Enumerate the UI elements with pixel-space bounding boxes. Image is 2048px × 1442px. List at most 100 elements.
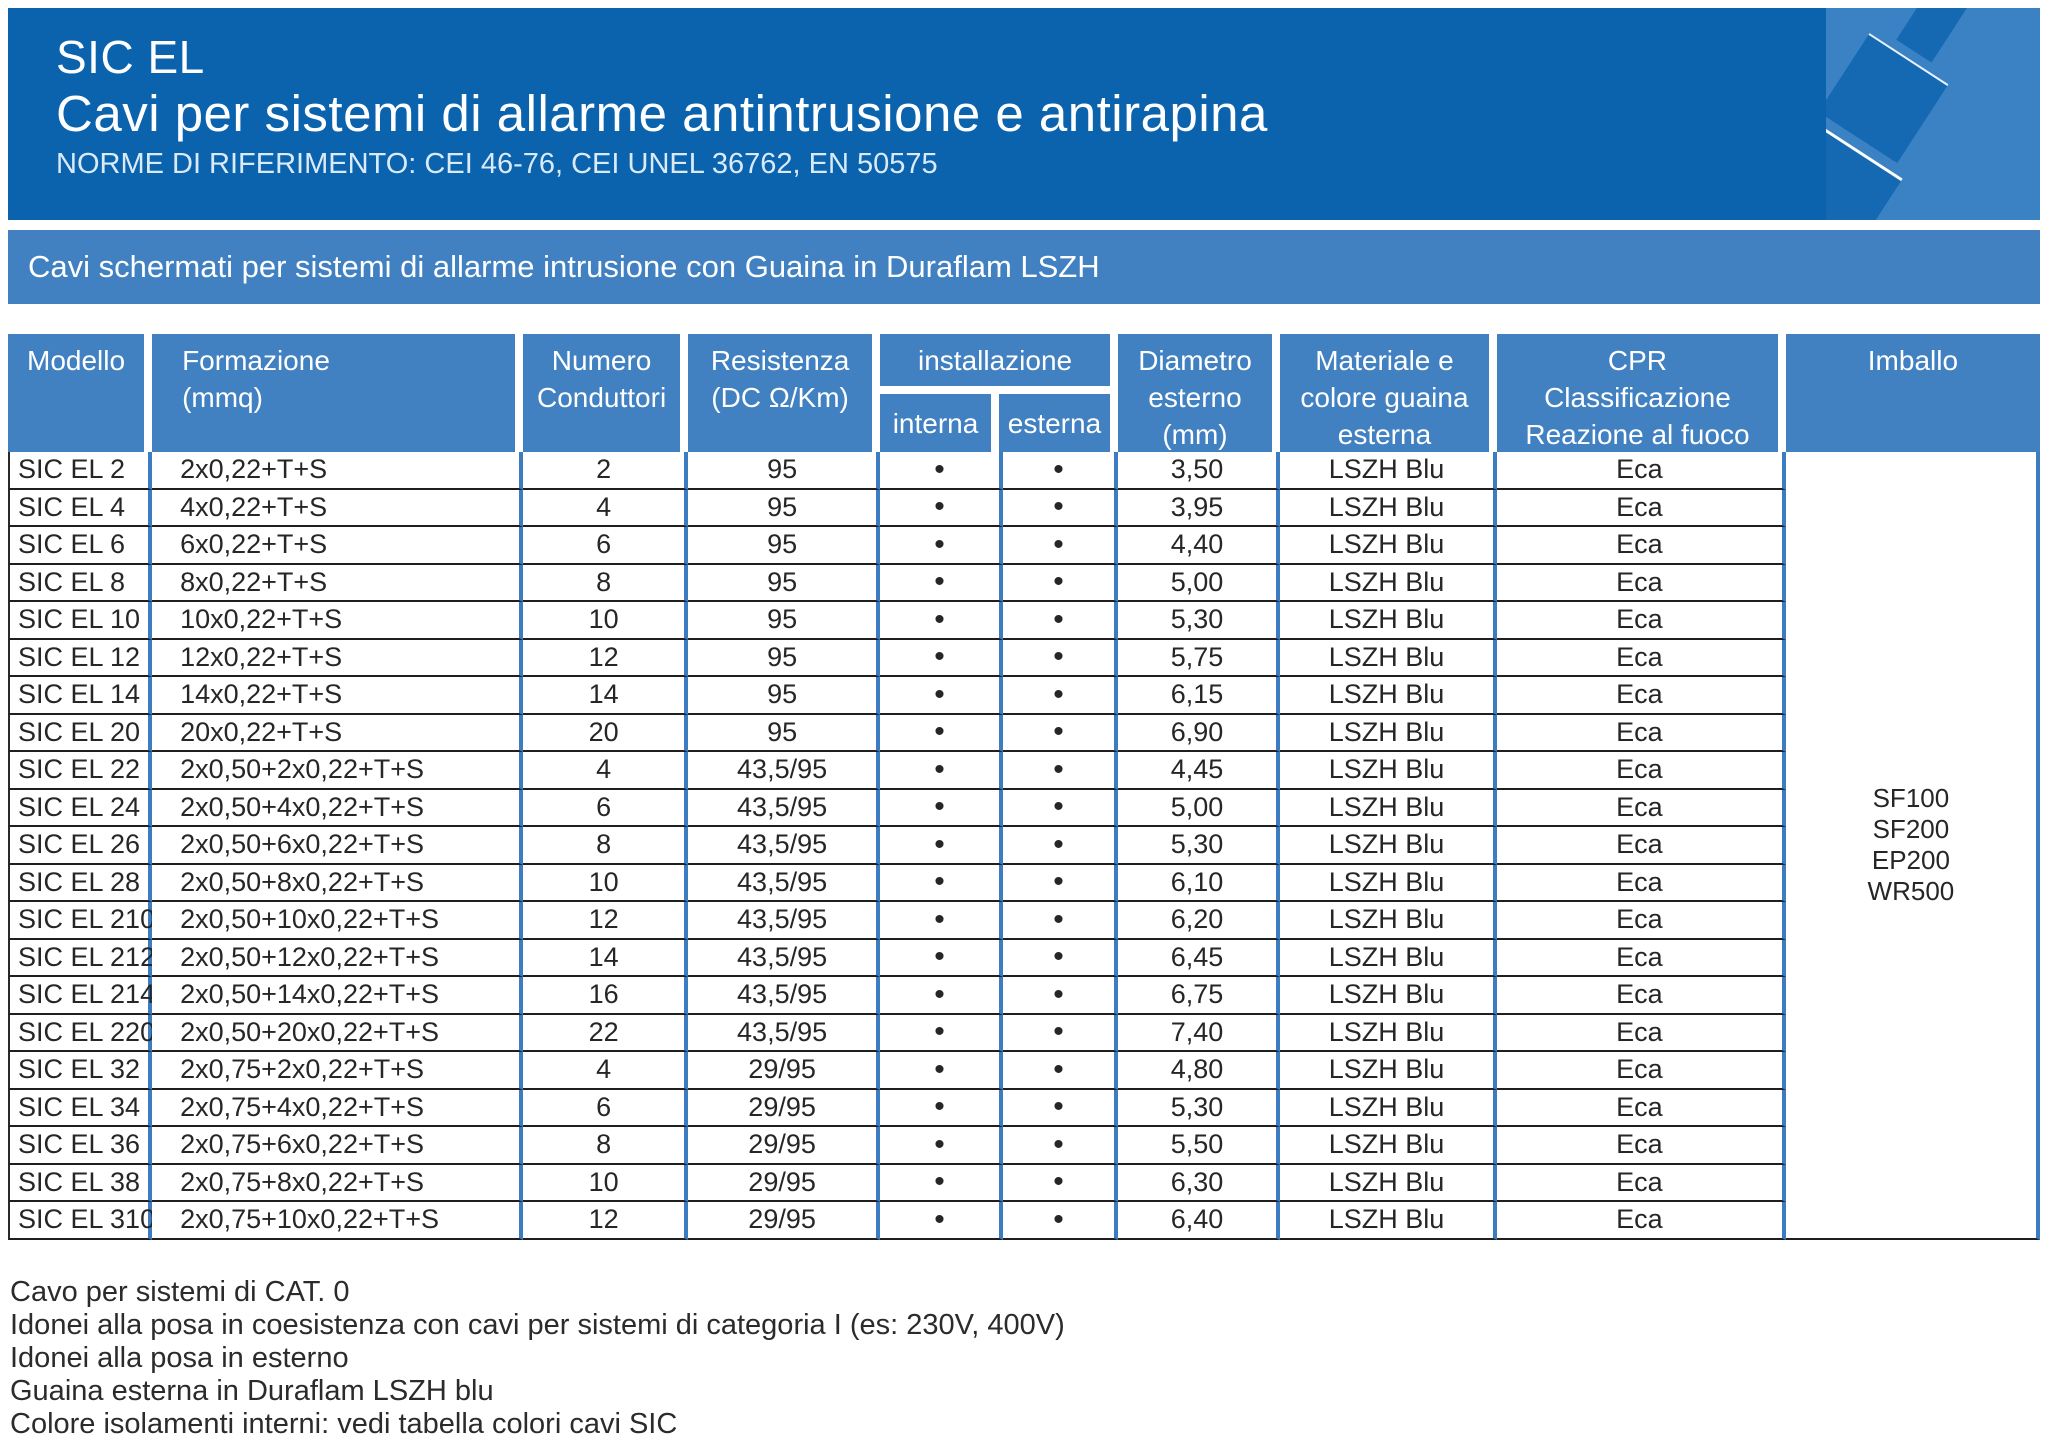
cell-diametro: 5,00 <box>1118 789 1280 827</box>
cell-guaina: LSZH Blu <box>1279 902 1497 940</box>
cell-formazione: 2x0,50+4x0,22+T+S <box>152 789 524 827</box>
cell-cpr: Eca <box>1496 639 1786 677</box>
col-cpr: CPR Classificazione Reazione al fuoco <box>1496 334 1786 453</box>
cell-cpr: Eca <box>1496 1202 1786 1240</box>
installazione-interna-dot: • <box>880 1202 1004 1240</box>
cell-cpr: Eca <box>1496 1164 1786 1202</box>
cell-numero-conduttori: 8 <box>523 564 689 602</box>
imballo-value: SF200 <box>1872 813 1950 844</box>
cell-diametro: 6,10 <box>1118 864 1280 902</box>
cell-resistenza: 43,5/95 <box>688 752 881 790</box>
installazione-interna-dot: • <box>880 1052 1004 1090</box>
cell-guaina: LSZH Blu <box>1279 1052 1497 1090</box>
cell-formazione: 2x0,75+8x0,22+T+S <box>152 1164 524 1202</box>
cell-modello: SIC EL 22 <box>8 752 153 790</box>
cell-resistenza: 95 <box>688 489 881 527</box>
cell-modello: SIC EL 24 <box>8 789 153 827</box>
cell-formazione: 2x0,50+6x0,22+T+S <box>152 827 524 865</box>
cell-formazione: 8x0,22+T+S <box>152 564 524 602</box>
cell-formazione: 4x0,22+T+S <box>152 489 524 527</box>
cell-diametro: 4,80 <box>1118 1052 1280 1090</box>
installazione-esterna-dot: • <box>1003 864 1119 902</box>
cell-guaina: LSZH Blu <box>1279 602 1497 640</box>
cell-numero-conduttori: 12 <box>523 902 689 940</box>
col-formazione: Formazione (mmq) <box>152 334 524 453</box>
col-installazione-interna: interna <box>880 394 999 453</box>
cell-diametro: 5,30 <box>1118 827 1280 865</box>
cell-cpr: Eca <box>1496 564 1786 602</box>
section-banner: Cavi schermati per sistemi di allarme in… <box>8 230 2040 304</box>
cell-numero-conduttori: 10 <box>523 602 689 640</box>
cell-guaina: LSZH Blu <box>1279 939 1497 977</box>
cell-numero-conduttori: 6 <box>523 1089 689 1127</box>
cell-modello: SIC EL 2 <box>8 452 153 490</box>
cell-numero-conduttori: 4 <box>523 489 689 527</box>
installazione-esterna-dot: • <box>1003 489 1119 527</box>
col-installazione-esterna: esterna <box>998 394 1111 453</box>
cell-diametro: 5,30 <box>1118 602 1280 640</box>
cell-diametro: 6,20 <box>1118 902 1280 940</box>
cell-guaina: LSZH Blu <box>1279 977 1497 1015</box>
cell-numero-conduttori: 4 <box>523 1052 689 1090</box>
col-numero-conduttori: Numero Conduttori <box>523 334 689 453</box>
cell-resistenza: 29/95 <box>688 1202 881 1240</box>
cell-modello: SIC EL 32 <box>8 1052 153 1090</box>
installazione-interna-dot: • <box>880 489 1004 527</box>
cell-numero-conduttori: 10 <box>523 1164 689 1202</box>
cell-numero-conduttori: 12 <box>523 1202 689 1240</box>
cell-cpr: Eca <box>1496 452 1786 490</box>
cell-modello: SIC EL 4 <box>8 489 153 527</box>
cell-numero-conduttori: 22 <box>523 1014 689 1052</box>
cell-cpr: Eca <box>1496 939 1786 977</box>
page-title: Cavi per sistemi di allarme antintrusion… <box>56 85 1268 142</box>
note-line: Colore isolamenti interni: vedi tabella … <box>10 1407 678 1440</box>
installazione-esterna-dot: • <box>1003 752 1119 790</box>
cell-cpr: Eca <box>1496 489 1786 527</box>
installazione-esterna-dot: • <box>1003 602 1119 640</box>
cell-resistenza: 95 <box>688 677 881 715</box>
col-installazione: installazione <box>880 334 1111 386</box>
cell-cpr: Eca <box>1496 602 1786 640</box>
cell-modello: SIC EL 310 <box>8 1202 155 1240</box>
cell-formazione: 10x0,22+T+S <box>152 602 524 640</box>
corner-graphic <box>1826 8 2040 220</box>
installazione-interna-dot: • <box>880 1164 1004 1202</box>
cell-numero-conduttori: 2 <box>523 452 689 490</box>
cell-guaina: LSZH Blu <box>1279 1164 1497 1202</box>
cell-diametro: 6,40 <box>1118 1202 1280 1240</box>
cell-diametro: 4,40 <box>1118 527 1280 565</box>
installazione-interna-dot: • <box>880 677 1004 715</box>
cell-resistenza: 95 <box>688 452 881 490</box>
cell-modello: SIC EL 12 <box>8 639 153 677</box>
cell-resistenza: 29/95 <box>688 1164 881 1202</box>
cell-modello: SIC EL 20 <box>8 714 153 752</box>
cell-diametro: 3,50 <box>1118 452 1280 490</box>
table-body: SF100 SF200 EP200 WR500 SIC EL 2 2x0,22+… <box>8 452 2040 1240</box>
cell-resistenza: 43,5/95 <box>688 789 881 827</box>
cell-numero-conduttori: 16 <box>523 977 689 1015</box>
col-installazione-group: installazione interna esterna <box>880 334 1119 453</box>
cell-cpr: Eca <box>1496 752 1786 790</box>
section-banner-text: Cavi schermati per sistemi di allarme in… <box>28 249 1100 284</box>
cell-diametro: 5,75 <box>1118 639 1280 677</box>
cell-formazione: 2x0,75+10x0,22+T+S <box>152 1202 524 1240</box>
installazione-interna-dot: • <box>880 452 1004 490</box>
cell-modello: SIC EL 26 <box>8 827 153 865</box>
note-line: Guaina esterna in Duraflam LSZH blu <box>10 1374 494 1407</box>
installazione-esterna-dot: • <box>1003 902 1119 940</box>
cell-modello: SIC EL 38 <box>8 1164 153 1202</box>
cell-diametro: 3,95 <box>1118 489 1280 527</box>
cell-formazione: 2x0,75+4x0,22+T+S <box>152 1089 524 1127</box>
cell-guaina: LSZH Blu <box>1279 677 1497 715</box>
cell-cpr: Eca <box>1496 827 1786 865</box>
installazione-esterna-dot: • <box>1003 939 1119 977</box>
cell-guaina: LSZH Blu <box>1279 1089 1497 1127</box>
cell-modello: SIC EL 14 <box>8 677 153 715</box>
cell-numero-conduttori: 10 <box>523 864 689 902</box>
installazione-interna-dot: • <box>880 1089 1004 1127</box>
imballo-value: WR500 <box>1867 875 1955 906</box>
cell-resistenza: 95 <box>688 602 881 640</box>
cell-resistenza: 43,5/95 <box>688 939 881 977</box>
installazione-esterna-dot: • <box>1003 714 1119 752</box>
